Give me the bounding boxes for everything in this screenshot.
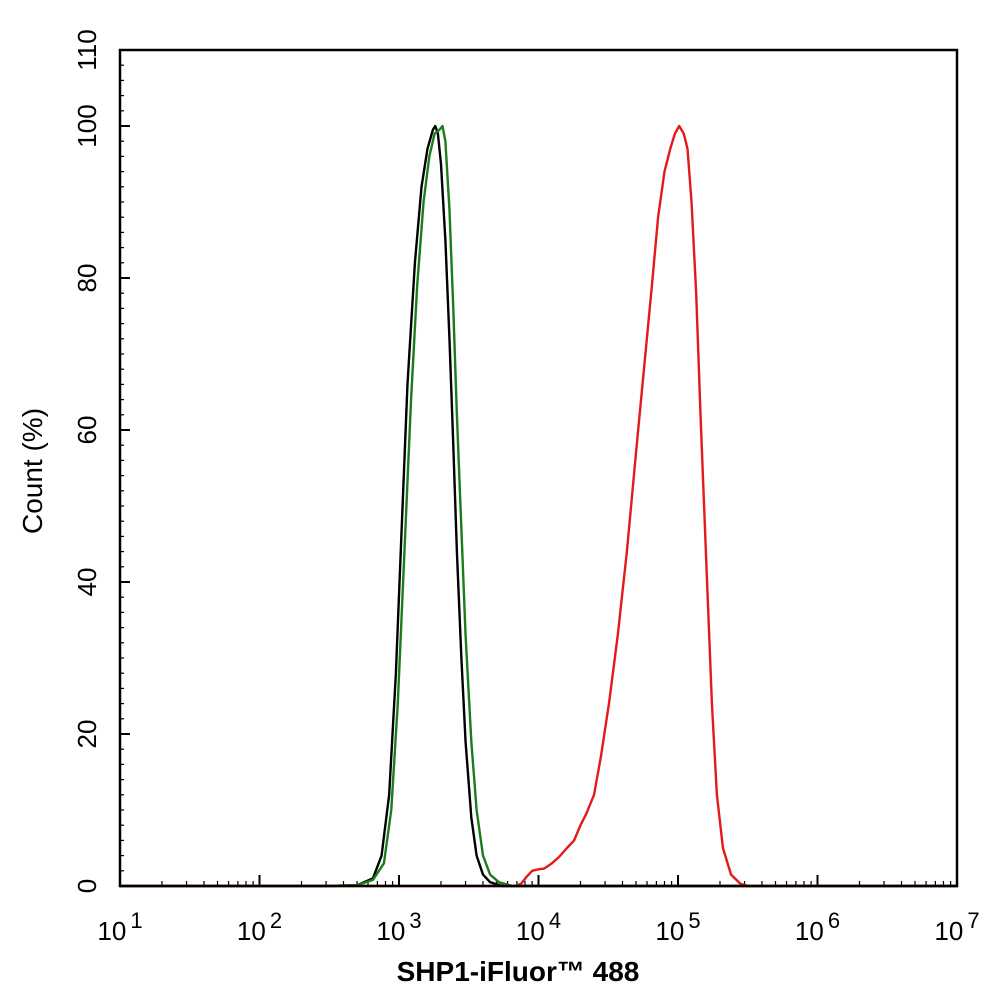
x-tick-label: 10 6 xyxy=(795,908,840,946)
x-tick-label-exponent: 3 xyxy=(409,908,421,933)
x-tick-label-base: 10 xyxy=(97,916,126,946)
x-tick-label-base: 10 xyxy=(795,916,824,946)
plot-frame xyxy=(118,48,959,888)
x-tick-label-exponent: 2 xyxy=(270,908,282,933)
x-tick-label: 10 7 xyxy=(934,908,979,946)
y-tick-label: 0 xyxy=(72,879,102,893)
x-tick-label-exponent: 1 xyxy=(130,908,142,933)
y-tick-label: 60 xyxy=(72,416,102,445)
y-tick-label: 80 xyxy=(72,264,102,293)
y-tick-label: 100 xyxy=(72,104,102,147)
x-tick-label-exponent: 6 xyxy=(828,908,840,933)
x-tick-label-exponent: 4 xyxy=(549,908,561,933)
series-group xyxy=(118,124,959,888)
y-tick-label: 110 xyxy=(72,29,102,70)
y-major-ticks xyxy=(120,49,130,887)
x-tick-label: 10 1 xyxy=(97,908,142,946)
x-tick-label-base: 10 xyxy=(516,916,545,946)
x-tick-label: 10 2 xyxy=(237,908,282,946)
x-tick-label: 10 3 xyxy=(376,908,421,946)
x-tick-label-base: 10 xyxy=(655,916,684,946)
x-tick-label-exponent: 7 xyxy=(967,908,979,933)
y-tick-label: 20 xyxy=(72,720,102,749)
x-tick-labels: 10 1 10 2 10 3 10 4 10 5 10 6 10 7 xyxy=(97,908,979,946)
x-tick-label-exponent: 5 xyxy=(688,908,700,933)
series-line-2 xyxy=(118,124,959,888)
x-tick-label: 10 5 xyxy=(655,908,700,946)
y-tick-label: 40 xyxy=(72,568,102,597)
x-tick-label-base: 10 xyxy=(934,916,963,946)
y-tick-labels: 0 20 40 60 80 100 110 xyxy=(72,29,102,893)
series-line-1 xyxy=(118,124,959,888)
y-axis-title: Count (%) xyxy=(17,408,48,534)
x-axis-title: SHP1-iFluor™ 488 xyxy=(397,956,640,987)
x-tick-label-base: 10 xyxy=(237,916,266,946)
x-tick-label-base: 10 xyxy=(376,916,405,946)
series-line-3 xyxy=(118,124,959,888)
x-tick-label: 10 4 xyxy=(516,908,561,946)
